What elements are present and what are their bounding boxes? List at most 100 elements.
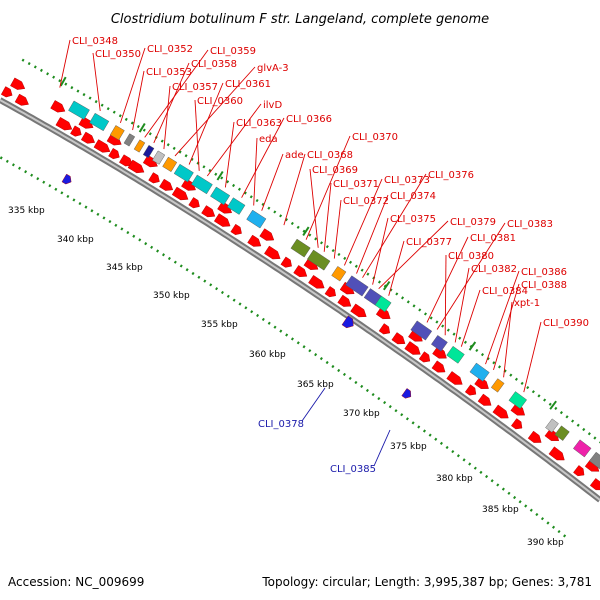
forward-label-leader (119, 47, 146, 124)
map-title: Clostridium botulinum F str. Langeland, … (111, 12, 489, 27)
forward-gene-label: CLI_0352 (147, 44, 193, 55)
cds-arrow (404, 341, 421, 355)
cog-block-shape (191, 174, 213, 195)
cds-arrow-shape (573, 465, 585, 477)
cog-block (554, 425, 570, 441)
cds-arrow-shape (70, 125, 82, 137)
cds-arrow-shape (159, 178, 174, 191)
cds-arrow-outer (181, 178, 196, 191)
cds-arrow-shape (148, 172, 160, 184)
outer-track-tick (138, 122, 146, 133)
cds-arrow (464, 384, 477, 396)
cds-arrow (280, 256, 292, 268)
forward-label-leader (305, 135, 351, 240)
cds-arrow-shape (308, 275, 325, 289)
cog-block-shape (508, 391, 527, 409)
forward-label-leader (372, 217, 389, 285)
forward-gene-label: CLI_0377 (406, 237, 452, 248)
forward-gene-label: ade (285, 150, 304, 161)
forward-gene-label: CLI_0353 (146, 67, 192, 78)
cds-arrow-outer-shape (544, 428, 560, 441)
cds-arrow (55, 117, 73, 131)
tick-label: 385 kbp (482, 505, 519, 515)
cds-arrow-shape (247, 234, 262, 247)
forward-gene-label: CLI_0360 (197, 96, 243, 107)
forward-gene-label: CLI_0373 (384, 175, 430, 186)
inner-dot-track (0, 155, 571, 541)
tick-label: 340 kbp (57, 235, 94, 245)
cds-arrow-outer (474, 376, 489, 389)
cog-block-shape (109, 125, 125, 141)
forward-gene-label: CLI_0383 (507, 219, 553, 230)
cds-arrow-shape (127, 159, 145, 174)
cds-arrow-shape (108, 147, 120, 160)
cog-block-shape (68, 100, 90, 120)
cds-arrow-shape (391, 332, 406, 345)
cog-block-shape (162, 156, 178, 172)
cog-block-shape (469, 362, 490, 382)
forward-gene-label: CLI_0379 (450, 217, 496, 228)
genome-summary-text: Topology: circular; Length: 3,995,387 bp… (261, 575, 592, 589)
forward-label-leader (343, 178, 383, 266)
cds-arrow-shape (293, 265, 308, 278)
cds-arrow (14, 93, 29, 106)
cog-block (68, 100, 90, 120)
cog-block-shape (133, 139, 146, 153)
tick-label: 380 kbp (436, 474, 473, 484)
cds-arrow (188, 197, 200, 209)
cog-block-shape (123, 133, 136, 147)
cds-arrow (378, 323, 391, 335)
cds-arrow (350, 303, 367, 318)
forward-gene-label: eda (259, 134, 278, 145)
cds-arrow (391, 332, 406, 345)
cog-block (173, 163, 194, 183)
forward-gene-label: CLI_0386 (521, 267, 567, 278)
cog-block (345, 275, 369, 297)
forward-label-leader (523, 321, 542, 393)
tick-label: 355 kbp (201, 320, 238, 330)
cog-block-shape (374, 295, 392, 313)
cds-arrow-shape (171, 186, 189, 201)
cds-arrow (293, 265, 308, 278)
forward-label-leader (283, 153, 306, 226)
cog-block (545, 418, 559, 433)
cds-arrow-outer-shape (474, 376, 489, 389)
forward-label-leader (362, 173, 427, 278)
reverse-gene-label: CLI_0385 (330, 464, 376, 475)
forward-label-leader (132, 70, 145, 131)
cog-block-shape (446, 345, 465, 364)
tick-label: 345 kbp (106, 263, 143, 273)
cds-arrow (431, 360, 446, 373)
cds-arrow (264, 245, 281, 260)
cog-block (469, 362, 490, 382)
cog-block-shape (142, 144, 155, 159)
cds-arrow-shape (93, 139, 111, 153)
cog-block-shape (246, 209, 267, 229)
cds-arrow-outer-shape (375, 306, 391, 320)
forward-label-leader (378, 220, 449, 290)
tick-label: 360 kbp (249, 350, 286, 360)
forward-label-leader (188, 82, 224, 165)
forward-label-leader (59, 39, 71, 88)
genome-backbone (0, 97, 600, 503)
cog-block-shape (210, 186, 231, 206)
forward-gene-label: CLI_0375 (390, 214, 436, 225)
cds-arrow (324, 286, 336, 298)
reverse-gene-labels: CLI_0378 CLI_0385 (258, 387, 391, 475)
cds-arrow (148, 172, 160, 184)
cog-block (290, 238, 311, 258)
cog-block (431, 335, 448, 352)
forward-gene-label: ilvD (263, 100, 282, 111)
cds-arrow-outer (217, 201, 232, 214)
cds-arrow (93, 139, 111, 153)
cog-block (162, 156, 178, 172)
cog-block-shape (573, 439, 592, 458)
cds-arrow-shape (80, 131, 95, 144)
cds-arrow-outer (544, 428, 560, 441)
reverse-cds-arrow-shape (61, 173, 72, 185)
cds-arrow-shape (548, 446, 565, 461)
cds-arrow-shape (464, 384, 477, 396)
cds-arrow-outer (78, 116, 94, 129)
